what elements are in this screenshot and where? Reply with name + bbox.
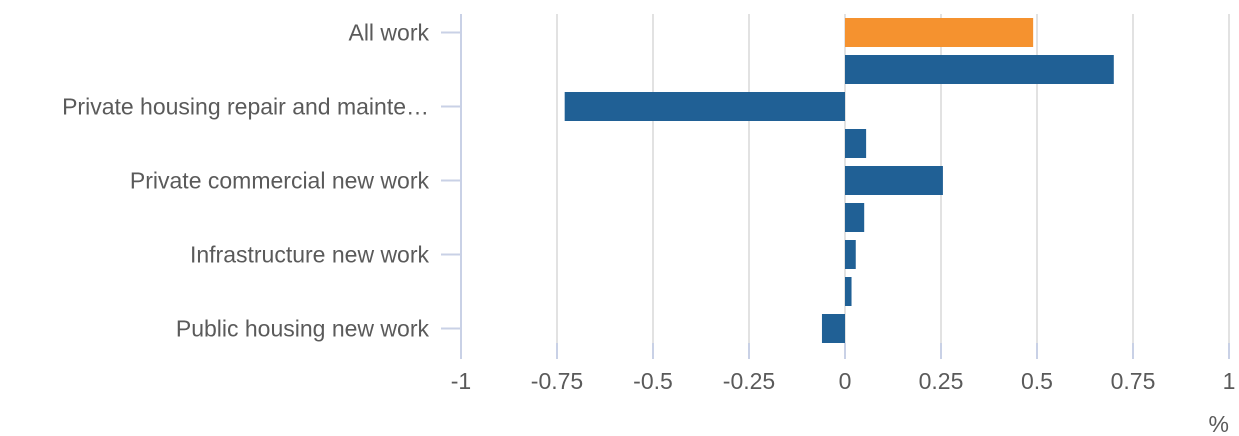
x-tick-label: -1 (451, 368, 471, 394)
y-axis: All work Private housing repair and maint… (62, 14, 462, 347)
x-tick-label: 1 (1223, 368, 1236, 394)
bar (821, 314, 845, 343)
y-tick-label: All work (348, 20, 429, 46)
x-axis: -1 -0.75 -0.5 -0.25 0 0.25 0.5 0.75 1 (451, 343, 1236, 394)
bar (845, 277, 852, 306)
x-tick-label: 0.25 (919, 368, 964, 394)
y-tick-label: Private commercial new work (130, 168, 430, 194)
y-tick-label: Public housing new work (176, 316, 430, 342)
bar (845, 18, 1034, 47)
y-tick-label: Infrastructure new work (190, 242, 430, 268)
bar (564, 92, 845, 121)
bar (845, 129, 867, 158)
x-tick-label: 0.75 (1111, 368, 1156, 394)
bar (845, 203, 865, 232)
x-axis-unit-label: % (1209, 411, 1229, 436)
x-tick-label: -0.5 (633, 368, 673, 394)
x-tick-label: -0.25 (723, 368, 775, 394)
x-tick-label: 0 (839, 368, 852, 394)
bar (845, 55, 1114, 84)
x-tick-label: -0.75 (531, 368, 583, 394)
y-tick-label: Private housing repair and mainte… (62, 94, 429, 120)
bar (845, 240, 856, 269)
x-tick-label: 0.5 (1021, 368, 1053, 394)
bars-group (564, 18, 1114, 343)
bar (845, 166, 943, 195)
